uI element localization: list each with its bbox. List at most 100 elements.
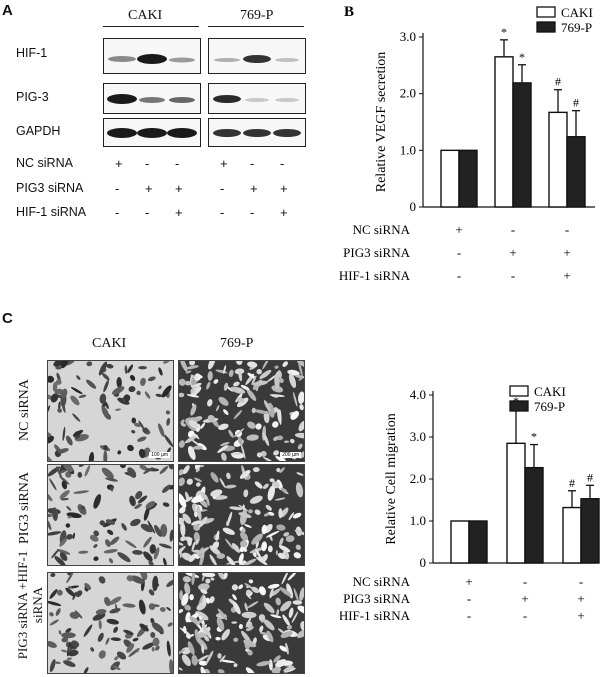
panel-a-mark: - bbox=[145, 205, 150, 220]
scale-bar: 200 µm bbox=[280, 452, 301, 458]
micro-col-caki: CAKI bbox=[92, 336, 127, 351]
panel-a-letter: A bbox=[2, 2, 13, 19]
blot-hif1-caki bbox=[103, 38, 201, 74]
condition-mark: - bbox=[467, 591, 471, 606]
blot-gapdh-caki bbox=[103, 118, 201, 147]
condition-mark: - bbox=[523, 574, 527, 589]
y-axis-label: Relative VEGF secretion bbox=[374, 52, 389, 193]
bar bbox=[580, 498, 600, 564]
blot-hif1-769p bbox=[208, 38, 306, 74]
cond-a-label-2: HIF-1 siRNA bbox=[16, 205, 87, 219]
legend-swatch bbox=[509, 385, 529, 397]
significance-mark: # bbox=[569, 476, 575, 490]
panel-a-mark: - bbox=[115, 205, 120, 220]
significance-mark: * bbox=[519, 50, 525, 64]
bar bbox=[566, 136, 586, 208]
y-tick-label: 4.0 bbox=[410, 387, 426, 402]
significance-mark: # bbox=[573, 96, 579, 110]
bar bbox=[512, 82, 532, 208]
769p-bracket-line bbox=[208, 26, 304, 27]
condition-mark: - bbox=[457, 268, 461, 283]
legend-label: CAKI bbox=[534, 384, 566, 399]
condition-label: HIF-1 siRNA bbox=[340, 608, 411, 623]
legend-label: CAKI bbox=[561, 5, 593, 20]
condition-mark: - bbox=[457, 245, 461, 260]
chart-b-vegf: 0 1.0 2.0 3.0 Relative VEGF secretion * # * # CAK… bbox=[339, 4, 595, 283]
panel-a-mark: + bbox=[115, 156, 123, 171]
condition-mark: + bbox=[563, 245, 570, 260]
panel-a-mark: - bbox=[220, 205, 225, 220]
blot-pig3-769p bbox=[208, 83, 306, 114]
panel-a-mark: - bbox=[280, 156, 285, 171]
panel-a-mark: + bbox=[250, 181, 258, 196]
micrograph-panel bbox=[178, 464, 305, 566]
condition-label: PIG3 siRNA bbox=[343, 591, 410, 606]
y-tick-label: 1.0 bbox=[400, 142, 416, 157]
condition-mark: - bbox=[565, 222, 569, 237]
y-tick-label: 3.0 bbox=[400, 29, 416, 44]
micrograph-panel bbox=[47, 464, 174, 566]
micro-col-769p: 769-P bbox=[220, 336, 254, 351]
y-tick-label: 0 bbox=[420, 555, 427, 570]
condition-mark: + bbox=[455, 222, 462, 237]
condition-label: PIG3 siRNA bbox=[343, 245, 410, 260]
y-tick-label: 2.0 bbox=[400, 86, 416, 101]
micrograph-panel: 100 µm bbox=[47, 360, 174, 462]
bar bbox=[468, 520, 488, 564]
significance-mark: # bbox=[555, 75, 561, 89]
panel-b-letter: B bbox=[344, 4, 354, 20]
y-tick-label: 3.0 bbox=[410, 429, 426, 444]
micro-row-label-nc: NC siRNA bbox=[17, 379, 32, 441]
significance-mark: # bbox=[587, 470, 593, 484]
legend-swatch bbox=[536, 21, 556, 33]
condition-mark: - bbox=[467, 608, 471, 623]
bar bbox=[548, 111, 568, 208]
y-tick-label: 2.0 bbox=[410, 471, 426, 486]
cond-a-label-1: PIG3 siRNA bbox=[16, 181, 84, 195]
scale-bar: 100 µm bbox=[149, 452, 170, 458]
y-axis-label: Relative Cell migration bbox=[384, 413, 399, 544]
panel-a-mark: + bbox=[280, 205, 288, 220]
panel-a-mark: - bbox=[250, 205, 255, 220]
micro-row-label-pig3-hif1: PIG3 siRNA +HIF-1 siRNA bbox=[15, 550, 45, 660]
caki-bracket-line bbox=[103, 26, 199, 27]
condition-mark: + bbox=[521, 591, 528, 606]
legend-swatch bbox=[536, 6, 556, 18]
cell-line-caki-label: CAKI bbox=[128, 8, 163, 23]
condition-label: NC siRNA bbox=[353, 574, 411, 589]
panel-a-mark: + bbox=[175, 181, 183, 196]
micro-row-label-pig3: PIG3 siRNA bbox=[17, 472, 32, 544]
panel-c-letter: C bbox=[2, 310, 13, 327]
panel-a-mark: + bbox=[280, 181, 288, 196]
blot-label-hif1: HIF-1 bbox=[16, 46, 48, 60]
cond-a-label-0: NC siRNA bbox=[16, 156, 73, 170]
y-tick-label: 1.0 bbox=[410, 513, 426, 528]
condition-mark: + bbox=[465, 574, 472, 589]
panel-a-mark: - bbox=[145, 156, 150, 171]
legend-swatch bbox=[509, 400, 529, 412]
bar bbox=[450, 520, 470, 564]
condition-mark: - bbox=[511, 268, 515, 283]
condition-mark: + bbox=[563, 268, 570, 283]
condition-mark: + bbox=[509, 245, 516, 260]
condition-mark: + bbox=[577, 591, 584, 606]
bar bbox=[494, 56, 514, 208]
micrograph-panel: 200 µm bbox=[178, 360, 305, 462]
micrograph-panel bbox=[178, 572, 305, 674]
condition-mark: - bbox=[579, 574, 583, 589]
bar bbox=[562, 506, 582, 564]
legend-label: 769-P bbox=[534, 399, 565, 414]
condition-mark: - bbox=[523, 608, 527, 623]
panel-a-mark: + bbox=[220, 156, 228, 171]
micrograph-panel bbox=[47, 572, 174, 674]
bar bbox=[440, 149, 460, 208]
panel-a-mark: + bbox=[175, 205, 183, 220]
panel-a-mark: - bbox=[115, 181, 120, 196]
blot-label-pig3: PIG-3 bbox=[16, 90, 49, 104]
cell-line-769p-label: 769-P bbox=[240, 8, 274, 23]
panel-a-mark: - bbox=[175, 156, 180, 171]
panel-a-mark: - bbox=[250, 156, 255, 171]
significance-mark: * bbox=[531, 430, 537, 444]
blot-gapdh-769p bbox=[208, 118, 306, 147]
blot-pig3-caki bbox=[103, 83, 201, 114]
